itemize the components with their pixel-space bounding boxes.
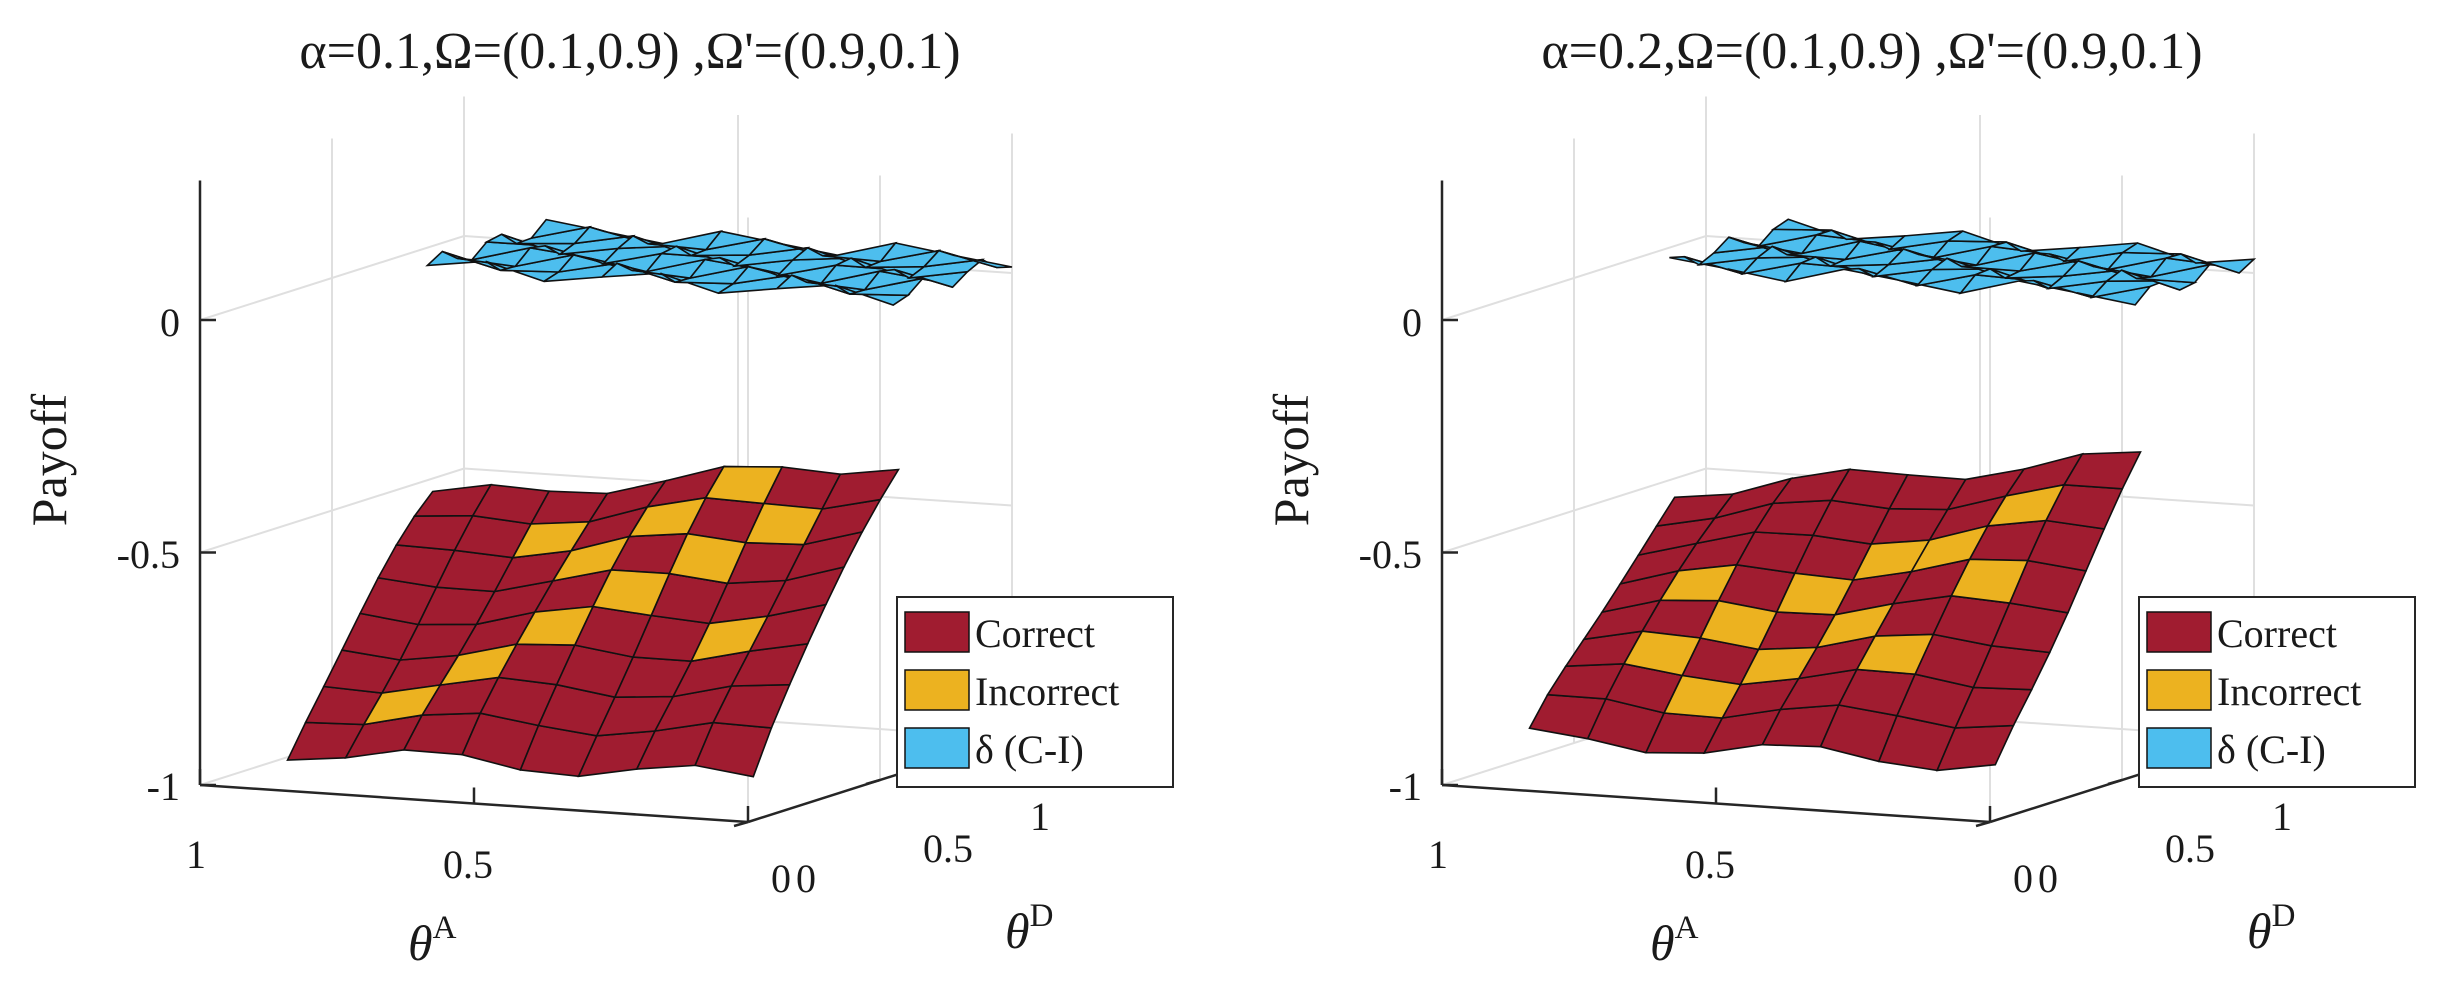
surface-delta — [425, 218, 1013, 306]
surface-cell-delta — [938, 249, 1013, 269]
y-tick-mark — [1975, 820, 1991, 828]
y-tick-label: 1 — [1030, 794, 1050, 839]
legend-swatch-incorrect — [2146, 669, 2212, 711]
y-tick-label: 0.5 — [923, 826, 973, 871]
surface-cell-incorrect — [1950, 558, 2029, 604]
surface-cell-incorrect — [704, 465, 784, 505]
y-tick-mark — [733, 820, 749, 828]
z-tick-label: 0 — [160, 300, 180, 345]
legend: Correct Incorrect δ (C-I) — [2138, 596, 2416, 788]
z-tick-label: -0.5 — [1359, 532, 1422, 577]
surface-cell-incorrect — [362, 683, 442, 726]
panel-title: α=0.2,Ω=(0.1,0.9) ,Ω'=(0.9,0.1) — [1541, 23, 2202, 80]
surface-cell-incorrect — [689, 615, 770, 663]
x-tick-label: 0.5 — [1685, 842, 1735, 887]
legend-swatch-correct — [904, 611, 970, 653]
y-tick-label: 1 — [2272, 794, 2292, 839]
y-axis-label-sup: D — [1030, 898, 1054, 934]
x-axis-label-base: θ — [408, 915, 433, 971]
surface-cell-incorrect — [1855, 633, 1935, 676]
surface-cell-incorrect — [1986, 483, 2066, 527]
legend-label-incorrect: Incorrect — [2217, 669, 2361, 714]
surface-delta — [1669, 218, 2257, 306]
legend-label-incorrect: Incorrect — [975, 669, 1119, 714]
x-tick-label: 0.5 — [443, 842, 493, 887]
legend-swatch-correct — [2146, 611, 2212, 653]
z-tick-label: -1 — [147, 764, 180, 809]
panel-title: α=0.1,Ω=(0.1,0.9) ,Ω'=(0.9,0.1) — [299, 23, 960, 80]
y-tick-label: 0 — [2038, 856, 2058, 901]
legend-label-correct: Correct — [2217, 611, 2337, 656]
y-ticks: 0 0.5 1 — [2038, 794, 2292, 901]
x-ticks: 1 0.5 0 — [1428, 832, 2033, 901]
y-tick-label: 0 — [796, 856, 816, 901]
surface-correct — [286, 465, 900, 778]
x-axis-label-base: θ — [1650, 915, 1675, 971]
x-tick-label: 0 — [771, 856, 791, 901]
panel-alpha-0.2: α=0.2,Ω=(0.1,0.9) ,Ω'=(0.9,0.1) 0 -0.5 -… — [1263, 23, 2416, 971]
x-tick-label: 0 — [2013, 856, 2033, 901]
surface-cell-correct — [820, 468, 900, 511]
surface-cell-incorrect — [744, 502, 824, 546]
panel-alpha-0.1: α=0.1,Ω=(0.1,0.9) ,Ω'=(0.9,0.1) 0 -0.5 -… — [21, 23, 1174, 971]
z-tick-label: -1 — [1389, 764, 1422, 809]
y-tick-label: 0.5 — [2165, 826, 2215, 871]
surface-cell-delta — [2180, 253, 2257, 274]
y-axis-label-base: θ — [2247, 903, 2272, 959]
z-tick-label: 0 — [1402, 300, 1422, 345]
legend: Correct Incorrect δ (C-I) — [896, 596, 1174, 788]
legend-label-delta: δ (C-I) — [975, 727, 1084, 772]
x-axis-label: θA — [1650, 910, 1699, 971]
surface-cell-incorrect — [1815, 602, 1895, 649]
surface-incorrect-patches — [1622, 483, 2066, 719]
y-axis-label: θD — [2247, 898, 2295, 959]
surface-cell-incorrect — [1658, 563, 1739, 602]
y-axis-label-base: θ — [1005, 903, 1030, 959]
y-axis-label: θD — [1005, 898, 1053, 959]
z-tick-label: -0.5 — [117, 532, 180, 577]
legend-label-delta: δ (C-I) — [2217, 727, 2326, 772]
z-axis-label: Payoff — [1263, 393, 1319, 526]
surface-cell-incorrect — [511, 520, 591, 559]
y-axis-label-sup: D — [2272, 898, 2296, 934]
legend-swatch-delta — [2146, 727, 2212, 769]
y-tick-mark — [865, 778, 881, 786]
x-axis-label: θA — [408, 910, 457, 971]
legend-label-correct: Correct — [975, 611, 1095, 656]
legend-swatch-delta — [904, 727, 970, 769]
x-ticks: 1 0.5 0 — [186, 832, 791, 901]
legend-swatch-incorrect — [904, 669, 970, 711]
x-tick-label: 1 — [1428, 832, 1448, 877]
surface-incorrect-patches — [362, 465, 824, 726]
z-axis-label: Payoff — [21, 393, 77, 526]
y-ticks: 0 0.5 1 — [796, 794, 1050, 901]
x-tick-label: 1 — [186, 832, 206, 877]
x-axis-label-sup: A — [1675, 910, 1699, 946]
z-ticks: 0 -0.5 -1 — [117, 300, 180, 809]
x-axis-label-sup: A — [433, 910, 457, 946]
y-tick-mark — [2107, 778, 2123, 786]
surface-cell-correct — [2062, 451, 2142, 490]
z-ticks: 0 -0.5 -1 — [1359, 300, 1422, 809]
